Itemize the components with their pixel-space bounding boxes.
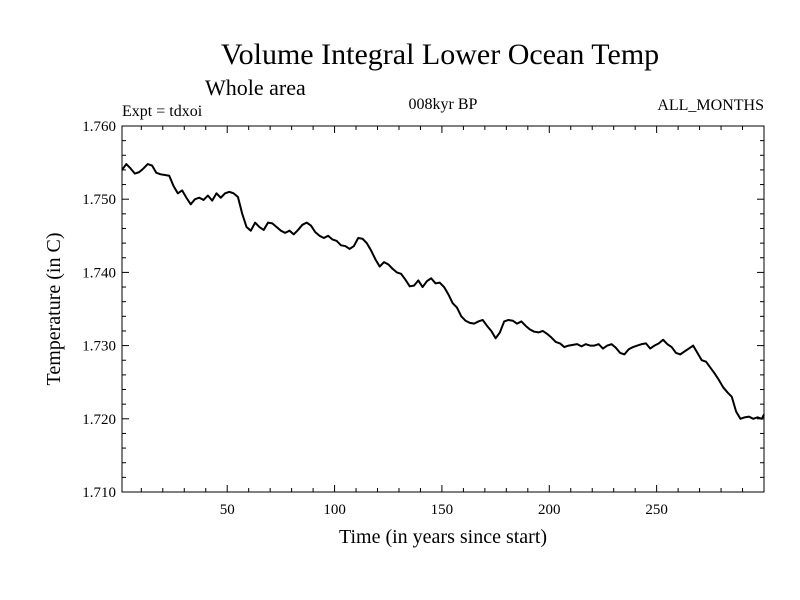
x-tick-label: 100 bbox=[323, 502, 346, 518]
y-axis-label: Temperature (in C) bbox=[43, 233, 65, 386]
experiment-label: Expt = tdxoi bbox=[122, 103, 203, 120]
y-tick-label: 1.720 bbox=[82, 412, 116, 428]
x-tick-label: 50 bbox=[220, 502, 235, 518]
x-tick-label: 250 bbox=[645, 502, 668, 518]
chart-title: Volume Integral Lower Ocean Temp bbox=[221, 38, 659, 71]
x-tick-labels: 50 100 150 200 250 bbox=[220, 502, 668, 518]
x-axis-label: Time (in years since start) bbox=[339, 526, 547, 548]
y-tick-label: 1.710 bbox=[82, 485, 116, 501]
ticks bbox=[122, 125, 765, 493]
x-tick-label: 200 bbox=[538, 502, 561, 518]
y-tick-label: 1.730 bbox=[82, 339, 116, 355]
y-tick-label: 1.750 bbox=[82, 192, 116, 208]
y-tick-label: 1.740 bbox=[82, 265, 116, 281]
y-tick-labels: 1.710 1.720 1.730 1.740 1.750 1.760 bbox=[82, 119, 116, 501]
months-label: ALL_MONTHS bbox=[657, 97, 764, 114]
plot-frame bbox=[121, 125, 765, 493]
y-tick-label: 1.760 bbox=[82, 119, 116, 135]
series-line bbox=[121, 163, 765, 420]
period-label: 008kyr BP bbox=[409, 96, 478, 113]
chart-subtitle: Whole area bbox=[205, 75, 306, 100]
x-tick-label: 150 bbox=[431, 502, 454, 518]
